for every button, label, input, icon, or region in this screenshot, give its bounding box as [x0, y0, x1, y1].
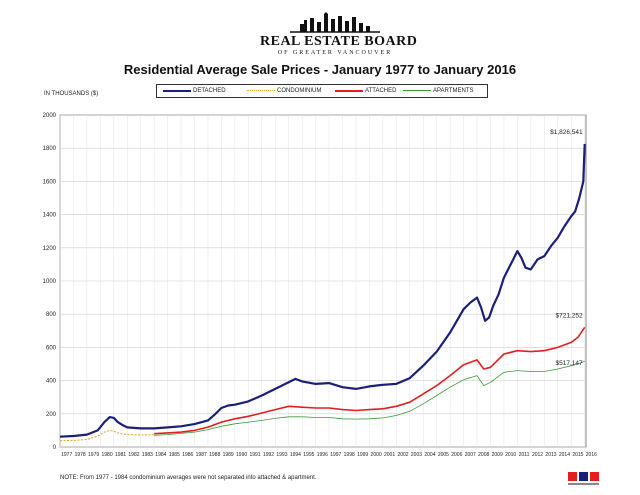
footer-logo-icon	[568, 472, 599, 485]
x-tick-label: 1980	[101, 452, 112, 458]
x-tick-label: 2001	[384, 452, 395, 458]
x-tick-label: 2014	[559, 452, 570, 458]
y-tick-label: 800	[46, 312, 57, 318]
x-tick-label: 1982	[128, 452, 139, 458]
x-tick-label: 2002	[397, 452, 408, 458]
x-tick-label: 2013	[545, 452, 556, 458]
x-tick-label: 2009	[492, 452, 503, 458]
legend-swatch	[403, 90, 431, 91]
y-tick-label: 1200	[43, 246, 57, 252]
chart-title: Residential Average Sale Prices - Januar…	[123, 62, 517, 77]
y-tick-label: 400	[46, 379, 57, 385]
y-axis-label: IN THOUSANDS ($)	[44, 91, 99, 97]
x-tick-label: 2012	[532, 452, 543, 458]
x-tick-label: 1988	[209, 452, 220, 458]
x-tick-label: 1996	[317, 452, 328, 458]
x-tick-label: 2015	[572, 452, 583, 458]
series-line-condominium	[59, 429, 155, 442]
x-tick-label: 1987	[196, 452, 207, 458]
legend-swatch	[163, 90, 191, 92]
x-tick-label: 1992	[263, 452, 274, 458]
x-tick-label: 2008	[478, 452, 489, 458]
x-tick-label: 1981	[115, 452, 126, 458]
reb-logo: REAL ESTATE BOARD OF GREATER VANCOUVER	[260, 10, 418, 60]
x-tick-label: 2004	[424, 452, 435, 458]
data-label: $721,252	[556, 312, 583, 319]
skyline-icon	[290, 12, 380, 33]
y-tick-label: 600	[46, 345, 57, 351]
legend-label: APARTMENTS	[433, 88, 474, 94]
legend-label: ATTACHED	[365, 88, 397, 94]
y-tick-label: 1800	[43, 146, 57, 152]
x-tick-label: 1998	[344, 452, 355, 458]
logo-main-text: REAL ESTATE BOARD	[260, 34, 418, 49]
x-tick-label: 2007	[465, 452, 476, 458]
legend-swatch	[247, 90, 275, 91]
series-line-attached	[154, 326, 586, 435]
x-tick-label: 1997	[330, 452, 341, 458]
x-tick-label: 2000	[371, 452, 382, 458]
x-tick-label: 1984	[155, 452, 166, 458]
x-tick-label: 1999	[357, 452, 368, 458]
footnote: NOTE: From 1977 - 1984 condominium avera…	[60, 475, 317, 481]
x-tick-label: 1985	[169, 452, 180, 458]
x-tick-label: 2016	[586, 452, 597, 458]
y-tick-label: 1400	[43, 213, 57, 219]
y-tick-label: 200	[46, 412, 57, 418]
x-tick-label: 1977	[61, 452, 72, 458]
chart-legend: DETACHED CONDOMINIUM ATTACHED APARTMENTS	[156, 84, 488, 98]
x-tick-label: 2010	[505, 452, 516, 458]
y-tick-label: 1600	[43, 179, 57, 185]
x-tick-label: 1978	[75, 452, 86, 458]
x-tick-label: 1979	[88, 452, 99, 458]
x-tick-label: 1995	[303, 452, 314, 458]
x-tick-label: 1990	[236, 452, 247, 458]
data-label: $517,147	[556, 360, 583, 367]
x-tick-label: 2006	[451, 452, 462, 458]
x-tick-label: 1986	[182, 452, 193, 458]
x-tick-label: 2003	[411, 452, 422, 458]
legend-label: DETACHED	[193, 88, 226, 94]
x-tick-label: 2011	[519, 452, 530, 458]
x-tick-label: 1993	[276, 452, 287, 458]
x-tick-label: 1991	[249, 452, 260, 458]
legend-swatch	[335, 90, 363, 92]
x-tick-label: 1994	[290, 452, 301, 458]
y-tick-label: 1000	[43, 279, 57, 285]
x-tick-label: 2005	[438, 452, 449, 458]
x-tick-label: 1983	[142, 452, 153, 458]
y-tick-label: 0	[53, 445, 57, 451]
logo-sub-text: OF GREATER VANCOUVER	[277, 50, 393, 56]
series-line-detached	[59, 143, 586, 438]
x-tick-label: 1989	[223, 452, 234, 458]
y-tick-label: 2000	[43, 113, 57, 119]
data-label: $1,826,541	[550, 129, 583, 136]
legend-label: CONDOMINIUM	[277, 88, 322, 94]
series-line-apartments	[154, 360, 585, 436]
